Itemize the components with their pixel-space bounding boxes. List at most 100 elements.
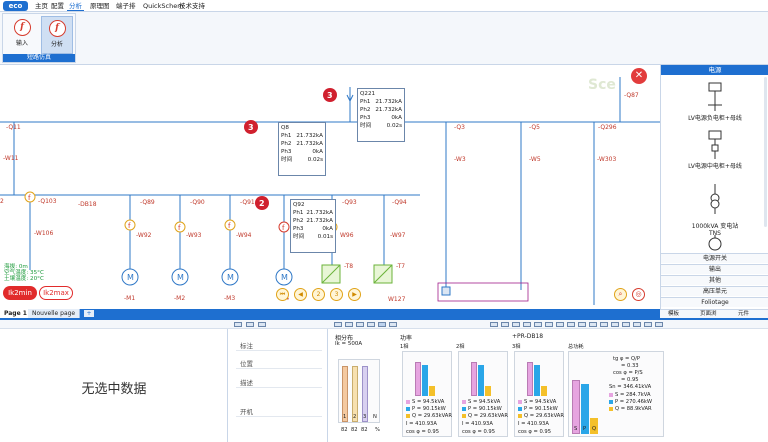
fault-marker-q90[interactable]: f — [174, 221, 186, 233]
view-grid-icon[interactable] — [334, 322, 342, 327]
step-2-button[interactable]: 2 — [312, 288, 325, 301]
label-m1: -M1 — [124, 295, 135, 302]
function-icon: f — [13, 19, 31, 36]
menu-bar: eco 主页 配置 分析 原理图 端子排 QuickSchem 技术支持 — [0, 0, 768, 12]
next-step-icon[interactable]: ▶ — [348, 288, 361, 301]
tab-new-page[interactable]: Nouvelle page — [28, 309, 81, 318]
schematic-canvas[interactable]: -Q87 -Q11 -W11 -Q3 -Q5 -Q296 -W3 -W5 -W3… — [0, 65, 660, 309]
prev-step-icon[interactable]: ◀ — [294, 288, 307, 301]
transformer-t8[interactable] — [321, 264, 341, 284]
view-grid-icon[interactable] — [367, 322, 375, 327]
phase-power-bar-p — [478, 365, 484, 396]
view-grid-icon[interactable] — [345, 322, 353, 327]
app-logo[interactable]: eco — [3, 1, 28, 11]
pin-icon[interactable] — [246, 322, 254, 327]
list-icon[interactable] — [234, 322, 242, 327]
tool-icon[interactable] — [545, 322, 553, 327]
bottom-panel: 无选中数据 标注 位置 描述 开机 — [0, 318, 768, 442]
total-bar-p — [581, 384, 589, 434]
close-simulation-button[interactable]: ✕ — [631, 68, 647, 84]
legend-altitude: 海拔: 0m — [4, 264, 28, 270]
tool-icon[interactable] — [567, 322, 575, 327]
ik2max-button[interactable]: Ik2max — [39, 286, 73, 300]
tool-icon[interactable] — [600, 322, 608, 327]
menu-quickschem[interactable]: QuickSchem — [143, 2, 184, 10]
analyze-button-label: 分析 — [50, 41, 63, 48]
label-q89: -Q89 — [140, 199, 155, 206]
fault-marker-q92[interactable]: f — [278, 221, 290, 233]
menu-analysis[interactable]: 分析 — [67, 2, 84, 11]
tool-icon[interactable] — [622, 322, 630, 327]
menu-config[interactable]: 配置 — [51, 2, 64, 10]
no-selection-text: 无选中数据 — [81, 382, 147, 397]
tool-icon[interactable] — [512, 322, 520, 327]
tab-template[interactable]: 模板 — [668, 311, 680, 317]
first-step-icon[interactable]: ⏮ — [276, 288, 289, 301]
library-item-lv-source-1[interactable]: LV电源负电柜+母线 — [661, 81, 768, 122]
phase-i-value: I = 410.93A — [406, 421, 437, 427]
fault-marker-q89[interactable]: f — [124, 219, 136, 231]
label-t8: -T8 — [344, 263, 353, 270]
tool-icon[interactable] — [578, 322, 586, 327]
svg-text:3: 3 — [248, 123, 254, 132]
view-grid-icon[interactable] — [389, 322, 397, 327]
library-category-other[interactable]: 其他 — [661, 275, 768, 285]
tool-icon[interactable] — [633, 322, 641, 327]
view-active-icon[interactable] — [378, 322, 386, 327]
library-category-output[interactable]: 输出 — [661, 264, 768, 274]
library-category-hv[interactable]: 高压单元 — [661, 286, 768, 296]
zoom-search-icon[interactable]: ⌕ — [614, 288, 627, 301]
tool-icon[interactable] — [523, 322, 531, 327]
view-grid-icon[interactable] — [356, 322, 364, 327]
library-header: 电源 — [661, 65, 768, 75]
total-s-value: S = 284.7kVA — [615, 392, 651, 398]
motor-m2[interactable]: M — [171, 268, 189, 286]
tool-icon[interactable] — [589, 322, 597, 327]
input-button[interactable]: f 输入 — [6, 16, 38, 54]
library-scrollbar[interactable] — [764, 77, 767, 227]
phase-power-title: 2相 — [456, 344, 465, 350]
tool-icon[interactable] — [644, 322, 652, 327]
library-item-label: 1000kVA 变电站 TNS — [691, 223, 739, 237]
menu-home[interactable]: 主页 — [35, 2, 48, 10]
motor-m3[interactable]: M — [221, 268, 239, 286]
tab-page-browser[interactable]: 页面浏 — [700, 311, 717, 317]
tool-icon[interactable] — [655, 322, 663, 327]
label-w5: -W5 — [529, 156, 541, 163]
ik2min-button[interactable]: Ik2min — [3, 286, 37, 300]
motor-m1[interactable]: M — [121, 268, 139, 286]
label-w127: W127 — [388, 296, 406, 303]
label-db18: -DB18 — [78, 201, 97, 208]
phase-value-1: 82 — [341, 427, 348, 433]
target-icon[interactable]: ◎ — [632, 288, 645, 301]
tool-icon[interactable] — [490, 322, 498, 327]
library-item-lv-source-2[interactable]: LV电源中电柜+母线 — [661, 129, 768, 170]
library-category-switch[interactable]: 电源开关 — [661, 253, 768, 263]
tool-icon[interactable] — [556, 322, 564, 327]
analyze-button[interactable]: f 分析 — [41, 16, 73, 54]
motor-m4[interactable]: M — [275, 268, 293, 286]
environment-legend: 海拔: 0m 空气温度: 35°C 土壤温度: 20°C — [4, 264, 44, 283]
svg-text:f: f — [178, 224, 181, 232]
transformer-t7[interactable] — [373, 264, 393, 284]
step-3-button[interactable]: 3 — [330, 288, 343, 301]
library-category-foliotage[interactable]: Foliotage — [661, 297, 768, 307]
menu-terminal[interactable]: 端子排 — [116, 2, 136, 10]
menu-schematic[interactable]: 原理图 — [90, 2, 110, 10]
add-page-icon[interactable]: + — [84, 310, 94, 317]
menu-support[interactable]: 技术支持 — [179, 2, 205, 10]
settings-icon[interactable] — [258, 322, 266, 327]
tool-icon[interactable] — [534, 322, 542, 327]
library-item-substation[interactable]: 1000kVA 变电站 TNS — [661, 177, 768, 237]
phase-cos-value: cos φ = 0.95 — [518, 429, 551, 435]
library-item-partial[interactable] — [661, 235, 768, 251]
tab-components[interactable]: 元件 — [738, 311, 750, 317]
fault-marker-q103[interactable]: f — [24, 191, 36, 203]
fault-marker-q91[interactable]: f — [224, 219, 236, 231]
tool-icon[interactable] — [611, 322, 619, 327]
phase-i-value: I = 410.93A — [518, 421, 549, 427]
phase-power-title: 1相 — [400, 344, 409, 350]
tool-icon[interactable] — [501, 322, 509, 327]
label-w94: -W94 — [236, 232, 252, 239]
library-tabs: 模板 页面浏 元件 — [660, 309, 768, 318]
